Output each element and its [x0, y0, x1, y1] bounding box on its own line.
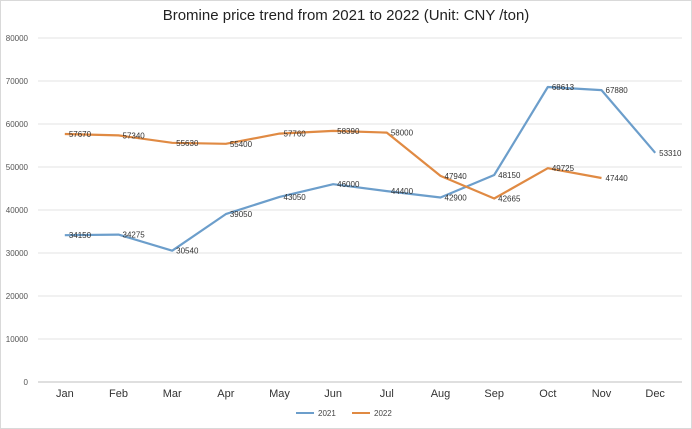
- x-tick-label: Jul: [380, 388, 394, 400]
- data-label: 55630: [176, 139, 199, 148]
- data-label: 30540: [176, 247, 199, 256]
- x-tick-label: Sep: [484, 388, 504, 400]
- series-line-2022: [64, 129, 602, 200]
- data-label: 53310: [659, 149, 682, 158]
- data-label: 44400: [391, 187, 414, 196]
- data-label: 57670: [69, 130, 92, 139]
- data-label: 67880: [606, 86, 629, 95]
- x-tick-label: Apr: [217, 388, 234, 400]
- data-label: 55400: [230, 140, 253, 149]
- x-tick-label: Jan: [56, 388, 74, 400]
- data-label: 58390: [337, 127, 360, 136]
- x-tick-label: Oct: [539, 388, 556, 400]
- data-label: 57760: [284, 130, 307, 139]
- y-tick-label: 10000: [6, 335, 29, 344]
- y-tick-label: 70000: [6, 77, 29, 86]
- y-tick-label: 50000: [6, 163, 29, 172]
- y-tick-label: 20000: [6, 292, 29, 301]
- data-label: 58000: [391, 129, 414, 138]
- series-line-2021: [64, 85, 657, 252]
- x-tick-label: Nov: [592, 388, 612, 400]
- x-tick-label: Jun: [324, 388, 342, 400]
- chart-title: Bromine price trend from 2021 to 2022 (U…: [162, 7, 530, 24]
- data-label: 57340: [123, 131, 146, 140]
- legend-label-2021: 2021: [318, 409, 336, 418]
- data-label: 46000: [337, 180, 360, 189]
- data-label: 47940: [445, 172, 468, 181]
- data-label: 42665: [498, 195, 521, 204]
- data-label: 47440: [606, 174, 629, 183]
- data-label: 48150: [498, 171, 521, 180]
- data-label: 43050: [284, 193, 307, 202]
- y-tick-label: 40000: [6, 206, 29, 215]
- data-label: 68613: [552, 83, 575, 92]
- data-label: 34150: [69, 231, 92, 240]
- data-label: 34275: [123, 231, 146, 240]
- y-tick-label: 60000: [6, 120, 29, 129]
- x-tick-label: May: [269, 388, 290, 400]
- legend-label-2022: 2022: [374, 409, 392, 418]
- x-tick-label: Mar: [163, 388, 182, 400]
- data-label: 42900: [445, 194, 468, 203]
- y-tick-label: 30000: [6, 249, 29, 258]
- x-tick-label: Dec: [645, 388, 665, 400]
- x-tick-label: Feb: [109, 388, 128, 400]
- x-tick-label: Aug: [431, 388, 451, 400]
- data-label: 39050: [230, 210, 253, 219]
- y-tick-label: 0: [24, 378, 29, 387]
- y-tick-label: 80000: [6, 34, 29, 43]
- data-label: 49725: [552, 164, 575, 173]
